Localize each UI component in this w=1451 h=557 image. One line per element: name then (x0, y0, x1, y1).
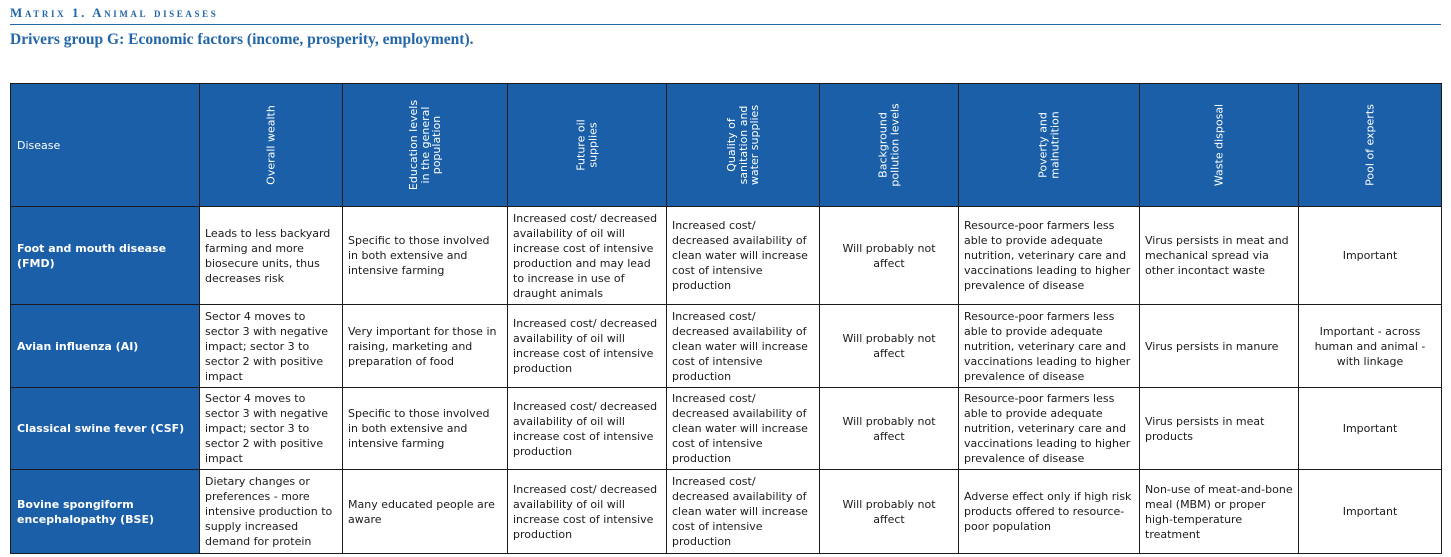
column-header-pool-of-experts: Pool of experts (1298, 83, 1442, 207)
sanitation-cell: Increased cost/ decreased availability o… (666, 304, 820, 388)
oil-supplies-cell: Increased cost/ decreased availability o… (507, 304, 667, 388)
column-header-label: Background pollution levels (876, 103, 902, 187)
sanitation-cell: Increased cost/ decreased availability o… (666, 206, 820, 305)
oil-supplies-cell: Increased cost/ decreased availability o… (507, 469, 667, 554)
disease-matrix-table: Disease Overall wealth Education levels … (10, 83, 1442, 554)
oil-supplies-cell: Increased cost/ decreased availability o… (507, 206, 667, 305)
overall-wealth-cell: Sector 4 moves to sector 3 with negative… (199, 304, 343, 388)
column-header-education-levels: Education levels in the general populati… (342, 83, 508, 207)
poverty-cell: Adverse effect only if high risk product… (958, 469, 1140, 554)
overall-wealth-cell: Leads to less backyard farming and more … (199, 206, 343, 305)
disease-name-cell: Bovine spongiform encephalopathy (BSE) (10, 469, 200, 554)
title-divider (10, 24, 1441, 25)
pool-of-experts-cell: Important (1298, 469, 1442, 554)
sanitation-cell: Increased cost/ decreased availability o… (666, 469, 820, 554)
education-cell: Specific to those involved in both exten… (342, 387, 508, 470)
pool-of-experts-cell: Important - across human and animal - wi… (1298, 304, 1442, 388)
column-header-label: Education levels in the general populati… (406, 99, 443, 191)
column-header-label: Overall wealth (264, 105, 278, 185)
waste-disposal-cell: Virus persists in meat and mechanical sp… (1139, 206, 1299, 305)
column-header-poverty-malnutrition: Poverty and malnutrition (958, 83, 1140, 207)
overall-wealth-cell: Sector 4 moves to sector 3 with negative… (199, 387, 343, 470)
column-header-label: Future oil supplies (574, 119, 600, 171)
column-header-overall-wealth: Overall wealth (199, 83, 343, 207)
matrix-title: Matrix 1. Animal diseases (10, 5, 219, 20)
pool-of-experts-cell: Important (1298, 206, 1442, 305)
overall-wealth-cell: Dietary changes or preferences - more in… (199, 469, 343, 554)
waste-disposal-cell: Non-use of meat-and-bone meal (MBM) or p… (1139, 469, 1299, 554)
pollution-cell: Will probably not affect (819, 206, 959, 305)
header-row: Disease Overall wealth Education levels … (10, 83, 1442, 207)
pollution-cell: Will probably not affect (819, 304, 959, 388)
waste-disposal-cell: Virus persists in meat products (1139, 387, 1299, 470)
disease-name-cell: Classical swine fever (CSF) (10, 387, 200, 470)
pool-of-experts-cell: Important (1298, 387, 1442, 470)
column-header-waste-disposal: Waste disposal (1139, 83, 1299, 207)
education-cell: Very important for those in raising, mar… (342, 304, 508, 388)
column-header-disease: Disease (10, 83, 200, 207)
education-cell: Many educated people are aware (342, 469, 508, 554)
poverty-cell: Resource-poor farmers less able to provi… (958, 304, 1140, 388)
waste-disposal-cell: Virus persists in manure (1139, 304, 1299, 388)
pollution-cell: Will probably not affect (819, 469, 959, 554)
disease-name-cell: Foot and mouth disease (FMD) (10, 206, 200, 305)
table-row: Bovine spongiform encephalopathy (BSE) D… (10, 469, 1442, 554)
sanitation-cell: Increased cost/ decreased availability o… (666, 387, 820, 470)
column-header-label: Waste disposal (1212, 103, 1226, 187)
poverty-cell: Resource-poor farmers less able to provi… (958, 387, 1140, 470)
column-header-label: Pool of experts (1363, 104, 1377, 186)
column-header-label: Quality of sanitation and water supplies (724, 104, 761, 186)
pollution-cell: Will probably not affect (819, 387, 959, 470)
disease-name-cell: Avian influenza (AI) (10, 304, 200, 388)
column-header-label: Poverty and malnutrition (1036, 111, 1062, 179)
table-row: Foot and mouth disease (FMD) Leads to le… (10, 206, 1442, 305)
poverty-cell: Resource-poor farmers less able to provi… (958, 206, 1140, 305)
oil-supplies-cell: Increased cost/ decreased availability o… (507, 387, 667, 470)
education-cell: Specific to those involved in both exten… (342, 206, 508, 305)
table-row: Avian influenza (AI) Sector 4 moves to s… (10, 304, 1442, 388)
column-header-background-pollution: Background pollution levels (819, 83, 959, 207)
column-header-sanitation-water: Quality of sanitation and water supplies (666, 83, 820, 207)
page-subtitle: Drivers group G: Economic factors (incom… (10, 31, 474, 48)
column-header-future-oil-supplies: Future oil supplies (507, 83, 667, 207)
table-row: Classical swine fever (CSF) Sector 4 mov… (10, 387, 1442, 470)
